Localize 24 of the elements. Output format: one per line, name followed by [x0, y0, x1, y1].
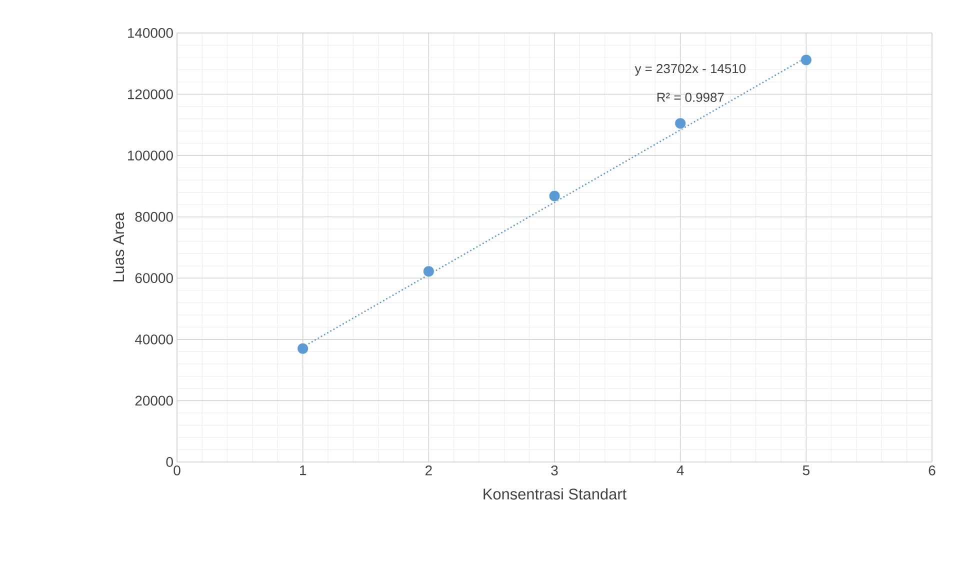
point: [674, 118, 686, 130]
y-tick-label: 100000: [128, 150, 173, 160]
x-tick-label: 3: [551, 465, 558, 476]
x-tick-label: 2: [426, 465, 432, 476]
y-tick-label: 60000: [135, 273, 173, 284]
y-tick-label: 140000: [128, 28, 173, 38]
x-tick-label: 4: [676, 466, 684, 476]
annotation: R² = 0.9987: [657, 92, 724, 102]
point: [297, 342, 309, 354]
x-axis-title: Konsentrasi Standart: [484, 488, 626, 500]
y-axis-title: Luas Area: [113, 212, 124, 282]
point: [548, 190, 560, 202]
y-tick-label: 20000: [135, 396, 173, 406]
x-tick-label: 1: [300, 466, 306, 476]
y-tick-label: 0: [166, 457, 173, 467]
x-tick-label: 6: [928, 465, 936, 476]
y-tick-label: 120000: [128, 89, 173, 100]
point: [800, 54, 812, 66]
x-tick-label: 5: [802, 466, 810, 476]
y-tick-label: 80000: [135, 212, 173, 222]
y-tick-label: 40000: [135, 334, 173, 344]
annotation: y = 23702x - 14510: [634, 64, 746, 76]
point: [422, 266, 434, 278]
x-tick-label: 0: [174, 465, 180, 476]
